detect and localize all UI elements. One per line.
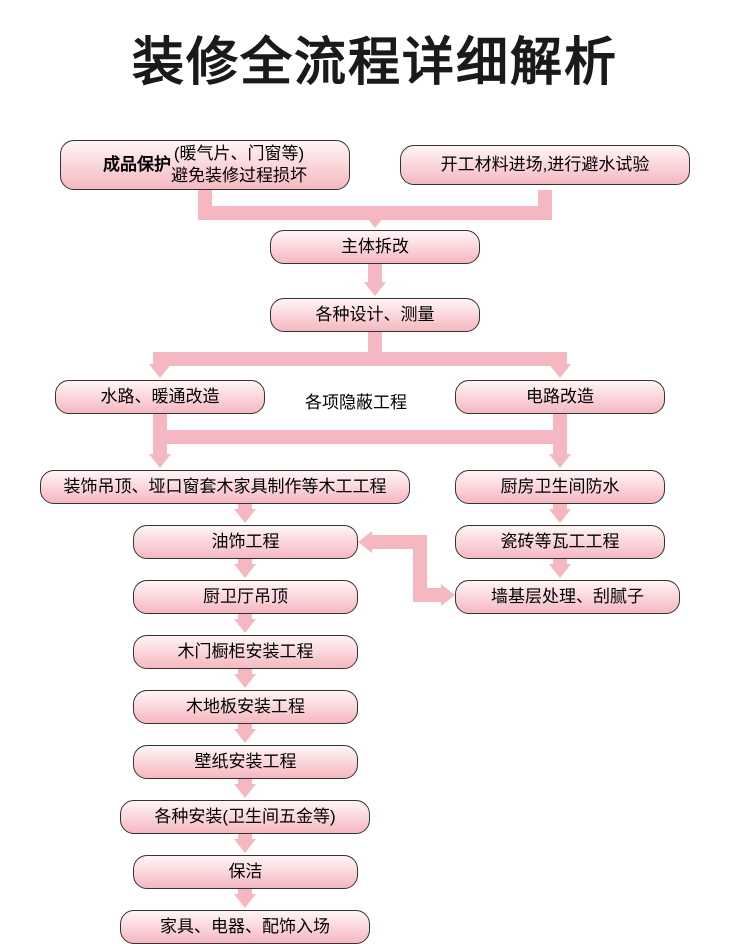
flow-node-n8: 厨房卫生间防水 bbox=[455, 470, 665, 504]
flow-node-n11: 厨卫厅吊顶 bbox=[133, 580, 358, 614]
flow-node-n14: 木地板安装工程 bbox=[133, 690, 358, 724]
flow-node-n2: 开工材料进场,进行避水试验 bbox=[400, 145, 690, 185]
flow-node-n7: 装饰吊顶、垭口窗套木家具制作等木工工程 bbox=[40, 470, 410, 504]
flow-node-n3: 主体拆改 bbox=[270, 230, 480, 264]
flow-node-n9: 油饰工程 bbox=[133, 525, 358, 559]
flow-node-n17: 保洁 bbox=[133, 855, 358, 889]
page-title: 装修全流程详细解析 bbox=[0, 20, 750, 95]
flow-node-n16: 各种安装(卫生间五金等) bbox=[120, 800, 370, 834]
flow-node-n6: 电路改造 bbox=[455, 380, 665, 414]
flow-node-n1: 成品保护(暖气片、门窗等)避免装修过程损坏 bbox=[60, 140, 350, 190]
flow-node-n4: 各种设计、测量 bbox=[270, 298, 480, 332]
flow-node-n5: 水路、暖通改造 bbox=[55, 380, 265, 414]
flow-node-n12: 墙基层处理、刮腻子 bbox=[455, 580, 680, 614]
flow-node-n18: 家具、电器、配饰入场 bbox=[120, 910, 370, 944]
flow-node-n13: 木门橱柜安装工程 bbox=[133, 635, 358, 669]
flow-node-n10: 瓷砖等瓦工工程 bbox=[455, 525, 665, 559]
flowchart-canvas: 装修全流程详细解析 成品保护(暖气片、门窗等)避免装修过程损坏 开工材料进场,进行… bbox=[0, 0, 750, 942]
mid-label: 各项隐蔽工程 bbox=[305, 388, 407, 413]
flow-node-n15: 壁纸安装工程 bbox=[133, 745, 358, 779]
